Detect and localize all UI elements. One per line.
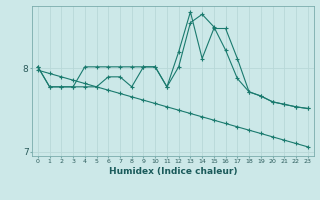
- X-axis label: Humidex (Indice chaleur): Humidex (Indice chaleur): [108, 167, 237, 176]
